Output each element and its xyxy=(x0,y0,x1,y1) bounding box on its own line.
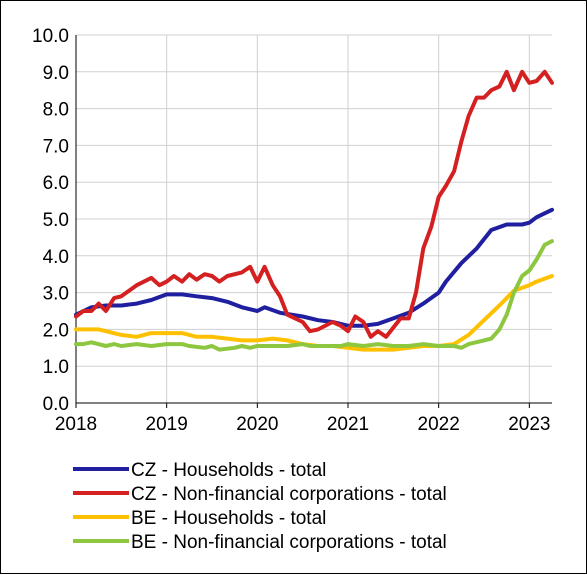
x-tick-label: 2023 xyxy=(508,414,550,435)
y-tick-label: 3.0 xyxy=(43,284,69,305)
x-tick-label: 2019 xyxy=(146,414,188,435)
series-line-1 xyxy=(74,207,554,328)
y-tick-label: 8.0 xyxy=(43,100,69,121)
x-tick-label: 2018 xyxy=(55,414,97,435)
y-tick-label: 10.0 xyxy=(32,26,69,47)
legend: CZ - Households - total CZ - Non-financia… xyxy=(73,460,447,553)
legend-label-2: CZ - Non-financial corporations - total xyxy=(131,484,447,505)
y-tick-label: 1.0 xyxy=(43,357,69,378)
series-line-2 xyxy=(74,69,554,339)
y-tick-label: 6.0 xyxy=(43,173,69,194)
legend-label-1: CZ - Households - total xyxy=(131,460,326,481)
axes: 0.0 1.0 2.0 3.0 4.0 5.0 6.0 7.0 8.0 9.0 10.0 2018 20… xyxy=(32,26,552,435)
legend-label-3: BE - Households - total xyxy=(131,508,326,529)
x-tick-label: 2021 xyxy=(327,414,369,435)
x-tick-label: 2022 xyxy=(418,414,460,435)
series-lines xyxy=(74,69,554,352)
y-tick-label: 2.0 xyxy=(43,320,69,341)
x-tick-label: 2020 xyxy=(236,414,278,435)
legend-label-4: BE - Non-financial corporations - total xyxy=(131,532,447,553)
y-tick-label: 4.0 xyxy=(43,247,69,268)
series-line-3 xyxy=(74,274,554,352)
y-tick-label: 0.0 xyxy=(43,394,69,415)
series-line-4 xyxy=(74,239,554,352)
y-tick-label: 5.0 xyxy=(43,210,69,231)
y-tick-label: 9.0 xyxy=(43,63,69,84)
y-tick-label: 7.0 xyxy=(43,136,69,157)
